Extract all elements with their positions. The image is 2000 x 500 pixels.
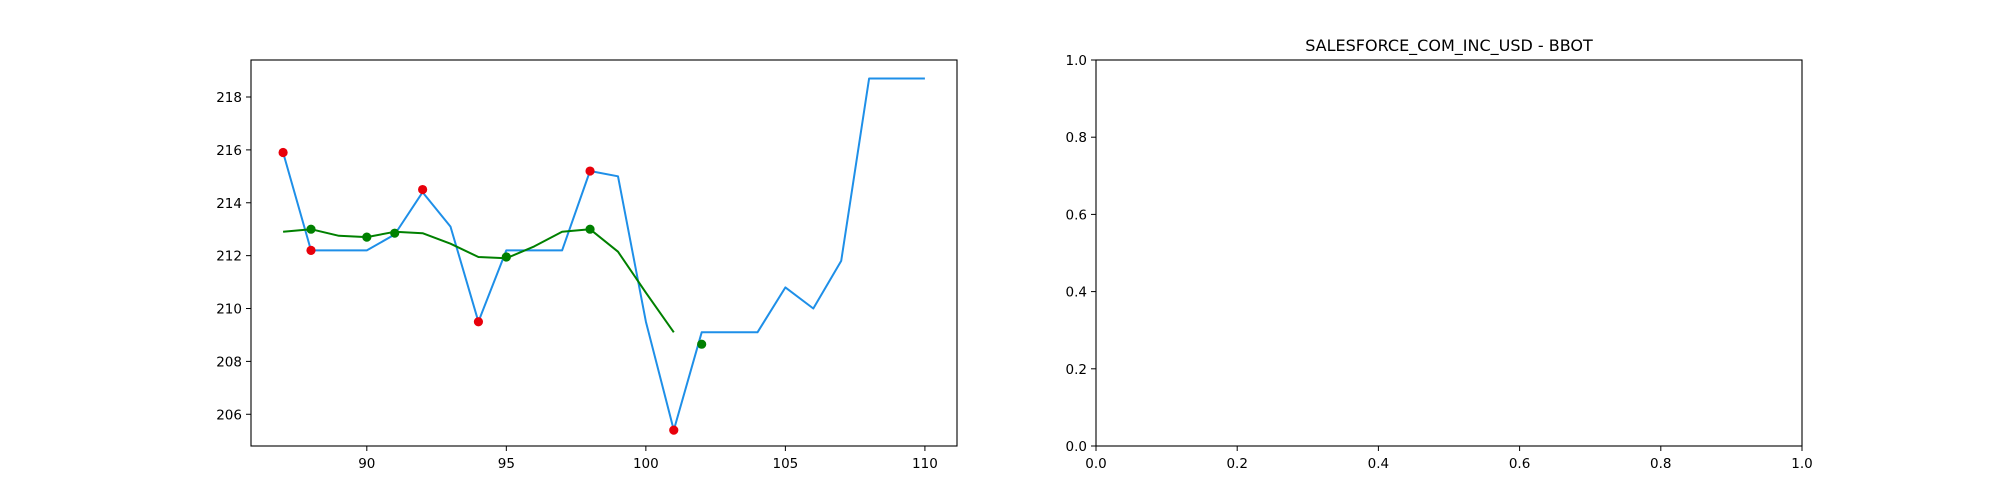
left-plot-y-tick-label: 216 <box>216 143 242 159</box>
red-point <box>669 426 678 435</box>
left-plot-x-tick-label: 100 <box>633 456 659 472</box>
right-plot-y-tick-label: 0.4 <box>1066 285 1087 301</box>
left-plot-x-tick-label: 105 <box>772 456 798 472</box>
right-plot-y-tick-label: 1.0 <box>1066 53 1087 69</box>
green-point <box>502 252 511 261</box>
green-point <box>362 233 371 242</box>
right-plot-x-tick-label: 0.8 <box>1650 456 1671 472</box>
left-plot-y-tick-label: 212 <box>216 249 242 265</box>
right-plot-y-tick-label: 0.0 <box>1066 439 1087 455</box>
right-plot-y-tick-label: 0.6 <box>1066 207 1087 223</box>
left-plot-y-tick-label: 208 <box>216 354 242 370</box>
red-point <box>418 185 427 194</box>
right-plot-x-tick-label: 0.6 <box>1509 456 1530 472</box>
green-point <box>390 229 399 238</box>
right-plot-title: SALESFORCE_COM_INC_USD - BBOT <box>1305 36 1593 56</box>
green-point <box>585 225 594 234</box>
right-plot-x-tick-label: 0.0 <box>1085 456 1106 472</box>
right-plot-y-tick-label: 0.2 <box>1066 362 1087 378</box>
red-point <box>306 246 315 255</box>
red-point <box>474 317 483 326</box>
green-point <box>306 225 315 234</box>
right-plot-y-tick-label: 0.8 <box>1066 130 1087 146</box>
red-point <box>278 148 287 157</box>
left-plot-x-tick-label: 110 <box>912 456 938 472</box>
green-point <box>697 340 706 349</box>
right-plot-x-tick-label: 0.4 <box>1368 456 1389 472</box>
left-plot-x-tick-label: 95 <box>498 456 515 472</box>
left-plot-y-tick-label: 206 <box>216 407 242 423</box>
left-plot-y-tick-label: 218 <box>216 90 242 106</box>
left-plot-y-tick-label: 214 <box>216 196 242 212</box>
red-point <box>585 166 594 175</box>
left-plot-y-tick-label: 210 <box>216 302 242 318</box>
right-plot-x-tick-label: 0.2 <box>1226 456 1247 472</box>
left-plot-x-tick-label: 90 <box>358 456 375 472</box>
right-plot-x-tick-label: 1.0 <box>1791 456 1812 472</box>
